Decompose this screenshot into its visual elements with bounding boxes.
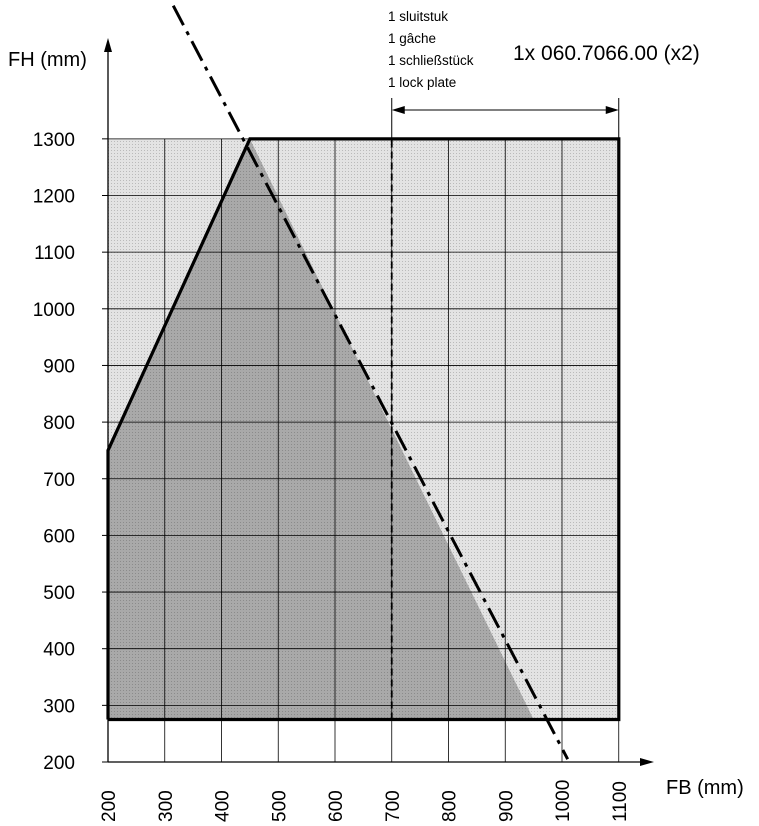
- y-tick-label: 700: [43, 470, 75, 491]
- x-axis-title: FB (mm): [666, 777, 744, 799]
- y-tick-label: 800: [43, 413, 75, 434]
- note-block: 1 sluitstuk 1 gâche 1 schließstück 1 loc…: [388, 9, 474, 90]
- x-tick-label: 200: [99, 790, 120, 822]
- y-tick-label: 1000: [33, 300, 75, 321]
- note-line-1: 1 sluitstuk: [388, 9, 448, 24]
- x-tick-label: 700: [383, 790, 404, 822]
- y-tick-label: 1100: [34, 243, 75, 264]
- y-tick-label: 1300: [33, 130, 75, 151]
- x-tick-label: 1100: [610, 781, 631, 822]
- y-axis-arrowhead: [104, 38, 112, 52]
- y-tick-label: 1200: [33, 187, 75, 208]
- outline: [106, 5, 621, 760]
- part-number-label: 1x 060.7066.00 (x2): [513, 42, 700, 65]
- x-tick-label: 500: [269, 790, 290, 822]
- dimension-arrowhead-right: [605, 106, 619, 114]
- y-tick-label: 200: [43, 753, 75, 774]
- x-tick-label: 600: [326, 790, 347, 822]
- note-line-3: 1 schließstück: [388, 53, 474, 68]
- x-axis-arrowhead: [640, 758, 654, 766]
- x-tick-label: 1000: [553, 780, 574, 822]
- dimension-arrowhead-left: [391, 106, 405, 114]
- y-tick-label: 900: [43, 356, 75, 377]
- note-line-2: 1 gâche: [388, 31, 436, 46]
- x-tick-label: 900: [496, 790, 517, 822]
- region-outline: [106, 137, 621, 722]
- boundary-dash-dot-line: [171, 5, 570, 760]
- dimension-arrow: [391, 98, 620, 139]
- x-tick-label: 800: [440, 790, 461, 822]
- note-line-4: 1 lock plate: [388, 75, 456, 90]
- y-tick-label: 500: [43, 583, 75, 604]
- x-tick-label: 300: [156, 790, 177, 822]
- regions: [108, 138, 619, 720]
- y-tick-label: 300: [43, 696, 75, 717]
- tick-labels: 200 300 400 500 600 700 800 900 1000 1100 1200 1300…: [33, 130, 631, 822]
- y-axis-title: FH (mm): [8, 49, 87, 71]
- x-tick-label: 400: [213, 790, 234, 822]
- y-tick-label: 400: [43, 640, 75, 661]
- y-tick-label: 600: [43, 526, 75, 547]
- region-texture-2: [108, 138, 534, 720]
